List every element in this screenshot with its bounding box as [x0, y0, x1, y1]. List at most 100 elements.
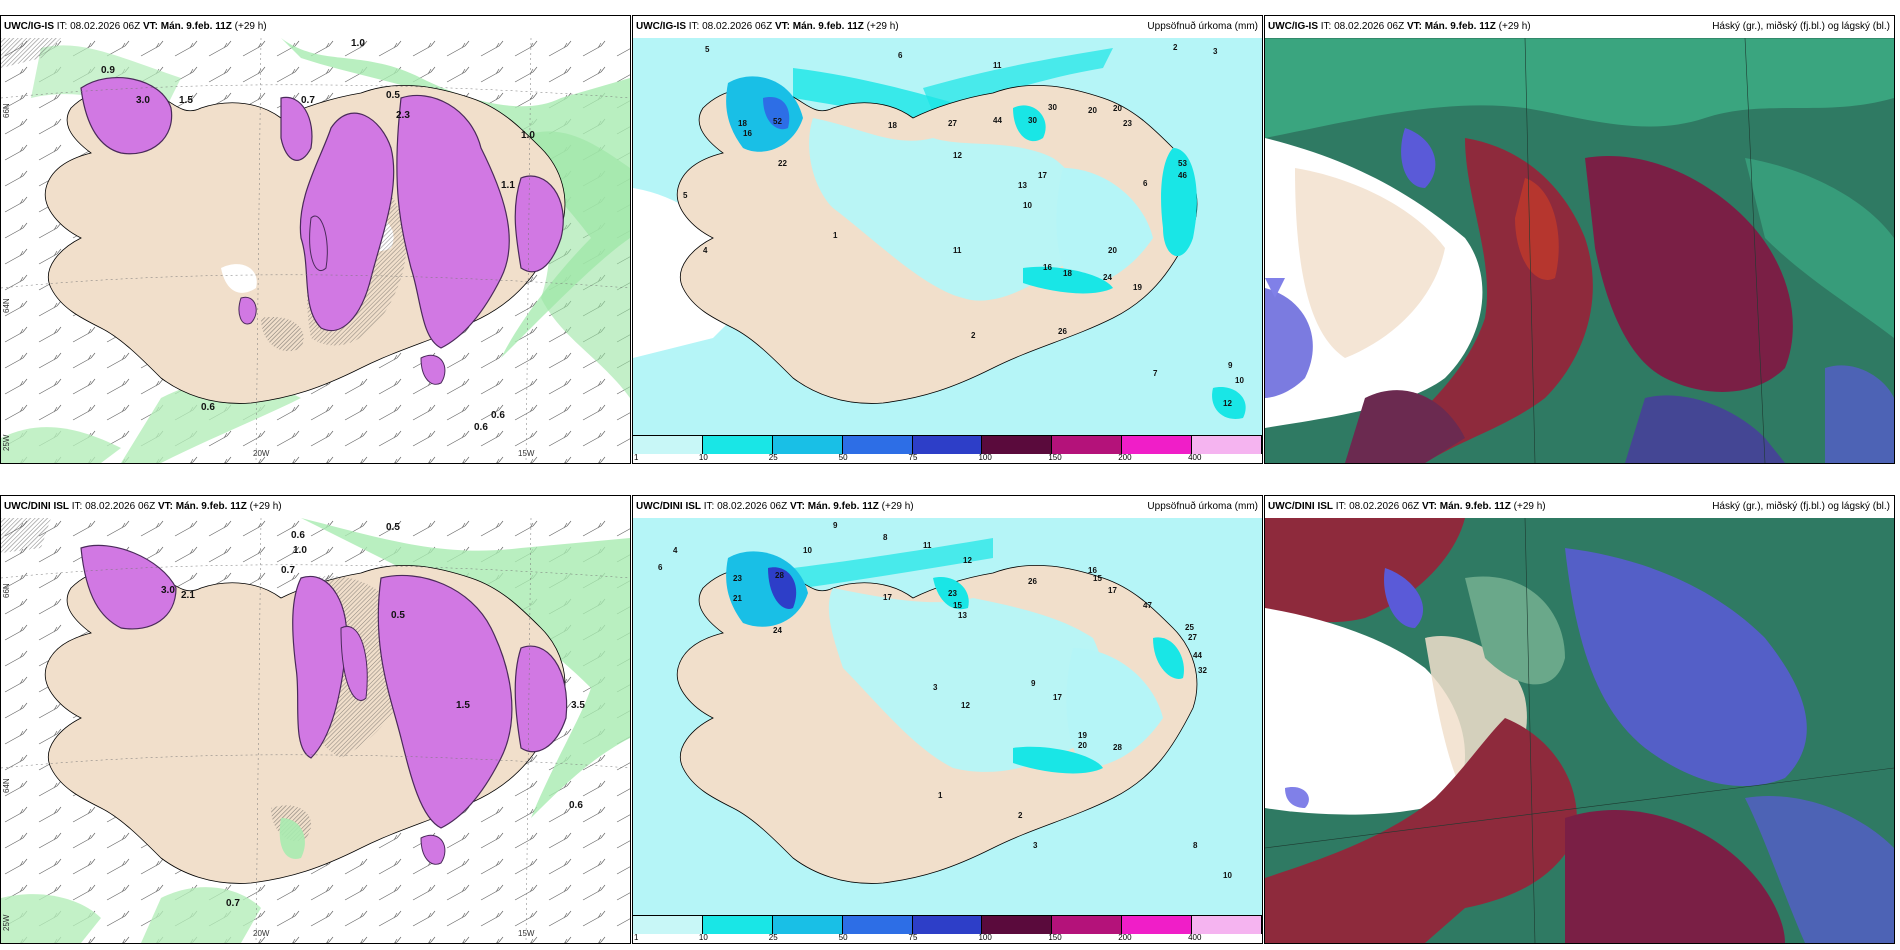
svg-text:32: 32 — [1198, 666, 1207, 675]
snow-map: 66N 64N 25W 20W 15W 0.9 1.0 1.5 2.3 0.6 … — [1, 38, 630, 463]
svg-text:30: 30 — [1048, 103, 1057, 112]
svg-text:66N: 66N — [2, 583, 11, 598]
green-precip-area — [281, 38, 630, 358]
svg-text:3: 3 — [933, 683, 938, 692]
svg-text:17: 17 — [883, 593, 892, 602]
cloud-map — [1265, 38, 1894, 463]
svg-text:25: 25 — [1185, 623, 1194, 632]
svg-text:0.6: 0.6 — [201, 402, 215, 413]
svg-text:20: 20 — [1088, 106, 1097, 115]
svg-text:44: 44 — [993, 116, 1002, 125]
colorbar-tick: 400 — [1188, 933, 1202, 942]
lon-label: 20W — [253, 449, 270, 458]
colorbar-tick: 150 — [1048, 933, 1062, 942]
colorbar-cell — [1192, 916, 1262, 934]
panel-header: UWC/IG-IS IT: 08.02.2026 06Z VT: Mán. 9.… — [1, 16, 630, 38]
svg-text:13: 13 — [958, 611, 967, 620]
svg-text:18: 18 — [1063, 269, 1072, 278]
svg-text:1: 1 — [938, 791, 943, 800]
svg-text:28: 28 — [775, 571, 784, 580]
svg-text:11: 11 — [953, 246, 962, 255]
svg-text:1.5: 1.5 — [179, 95, 193, 106]
svg-text:8: 8 — [1193, 841, 1198, 850]
svg-text:12: 12 — [963, 556, 972, 565]
svg-text:23: 23 — [733, 574, 742, 583]
svg-text:0.7: 0.7 — [301, 95, 315, 106]
svg-text:0.5: 0.5 — [386, 90, 400, 101]
panel-clouds-ig-is: UWC/IG-IS IT: 08.02.2026 06Z VT: Mán. 9.… — [1264, 15, 1895, 464]
colorbar-cell — [772, 916, 843, 934]
colorbar-cell — [1052, 436, 1123, 454]
svg-text:64N: 64N — [2, 298, 11, 313]
panel-clouds-dini: UWC/DINI ISL IT: 08.02.2026 06Z VT: Mán.… — [1264, 495, 1895, 944]
colorbar-tick: 10 — [698, 933, 708, 942]
colorbar-tick: 200 — [1118, 453, 1132, 462]
panel-header: UWC/DINI ISL IT: 08.02.2026 06Z VT: Mán.… — [1265, 496, 1894, 518]
svg-text:0.6: 0.6 — [291, 530, 305, 541]
svg-text:10: 10 — [1023, 201, 1032, 210]
svg-text:1.1: 1.1 — [501, 180, 515, 191]
precip-map: 5 6 11 2 3 30 52 18 20 27 22 44 30 20 23… — [633, 38, 1262, 435]
snow-label: 0.9 — [101, 65, 115, 76]
svg-text:52: 52 — [773, 117, 782, 126]
precip-colorbar: 1 10 25 50 75 100 150 200 400 — [633, 915, 1262, 943]
colorbar-cell — [702, 916, 773, 934]
svg-text:2.3: 2.3 — [396, 110, 410, 121]
svg-text:0.6: 0.6 — [474, 422, 488, 433]
svg-text:15W: 15W — [518, 929, 535, 938]
svg-text:6: 6 — [658, 563, 663, 572]
panel-subtitle: Uppsöfnuð úrkoma (mm) — [1147, 21, 1258, 32]
panel-header: UWC/DINI ISL IT: 08.02.2026 06Z VT: Mán.… — [633, 496, 1262, 518]
colorbar-tick: 100 — [978, 933, 992, 942]
svg-text:19: 19 — [1133, 283, 1142, 292]
svg-text:18: 18 — [888, 121, 897, 130]
svg-text:3.5: 3.5 — [571, 700, 585, 711]
panel-snow-ig-is: UWC/IG-IS IT: 08.02.2026 06Z VT: Mán. 9.… — [0, 15, 631, 464]
svg-text:15W: 15W — [518, 449, 535, 458]
svg-text:25W: 25W — [2, 434, 11, 451]
panel-header: UWC/DINI ISL IT: 08.02.2026 06Z VT: Mán.… — [1, 496, 630, 518]
colorbar-cell — [982, 436, 1053, 454]
svg-text:20: 20 — [1108, 246, 1117, 255]
svg-text:17: 17 — [1053, 693, 1062, 702]
svg-text:17: 17 — [1108, 586, 1117, 595]
colorbar-tick: 1 — [634, 453, 639, 462]
svg-text:18: 18 — [738, 119, 747, 128]
colorbar-tick: 400 — [1188, 453, 1202, 462]
colorbar-tick: 1 — [634, 933, 639, 942]
panel-snow-dini: UWC/DINI ISL IT: 08.02.2026 06Z VT: Mán.… — [0, 495, 631, 944]
svg-text:1.0: 1.0 — [521, 130, 535, 141]
svg-text:22: 22 — [778, 159, 787, 168]
svg-text:47: 47 — [1143, 601, 1152, 610]
svg-text:30: 30 — [1028, 116, 1037, 125]
svg-text:0.6: 0.6 — [491, 410, 505, 421]
svg-text:12: 12 — [1223, 399, 1232, 408]
svg-text:16: 16 — [743, 129, 752, 138]
svg-text:5: 5 — [683, 191, 688, 200]
svg-text:7: 7 — [1153, 369, 1158, 378]
svg-text:9: 9 — [1228, 361, 1233, 370]
svg-text:9: 9 — [1031, 679, 1036, 688]
svg-text:10: 10 — [803, 546, 812, 555]
colorbar-tick: 200 — [1118, 933, 1132, 942]
svg-text:17: 17 — [1038, 171, 1047, 180]
colorbar-cell — [1122, 916, 1193, 934]
svg-text:1.5: 1.5 — [456, 700, 470, 711]
svg-text:21: 21 — [733, 594, 742, 603]
precip-colorbar: 1 10 25 50 75 100 150 200 400 — [633, 435, 1262, 463]
svg-text:23: 23 — [948, 589, 957, 598]
svg-text:1.0: 1.0 — [293, 545, 307, 556]
svg-text:0.6: 0.6 — [569, 800, 583, 811]
svg-text:28: 28 — [1113, 743, 1122, 752]
svg-text:3.0: 3.0 — [161, 585, 175, 596]
colorbar-tick: 150 — [1048, 453, 1062, 462]
svg-text:26: 26 — [1058, 327, 1067, 336]
svg-text:10: 10 — [1223, 871, 1232, 880]
svg-text:2.1: 2.1 — [181, 590, 195, 601]
svg-text:11: 11 — [993, 61, 1002, 70]
colorbar-tick: 50 — [838, 453, 848, 462]
svg-text:12: 12 — [961, 701, 970, 710]
svg-text:27: 27 — [948, 119, 957, 128]
lat-label: 66N — [2, 103, 11, 118]
cloud-map — [1265, 518, 1894, 943]
